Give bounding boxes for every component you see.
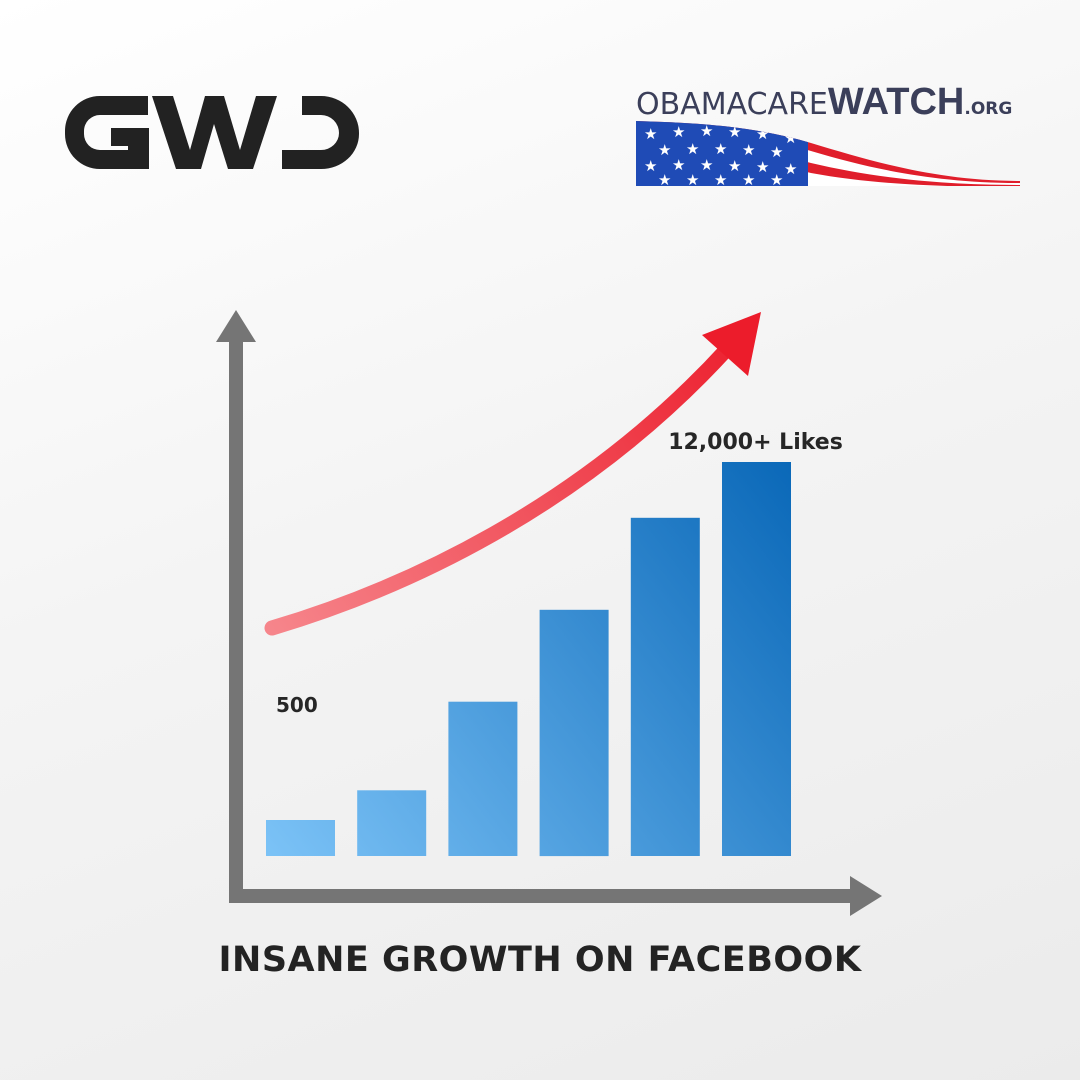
svg-text:★: ★ [742, 171, 755, 186]
data-labels: 500 12,000+ Likes [276, 430, 843, 717]
bar-5 [630, 517, 700, 856]
chart-axes [216, 310, 882, 916]
gwd-logo [65, 96, 359, 169]
trend-arrow [264, 312, 761, 636]
svg-text:★: ★ [686, 171, 699, 186]
svg-text:★: ★ [770, 171, 783, 186]
svg-text:★: ★ [686, 140, 699, 158]
bar-1 [266, 820, 335, 856]
svg-text:★: ★ [770, 143, 783, 161]
partner-wordmark: OBAMACAREWATCH.ORG [636, 81, 1013, 127]
partner-name-ext: .ORG [964, 99, 1013, 119]
svg-text:★: ★ [644, 125, 657, 143]
partner-name-bold: WATCH [827, 81, 965, 123]
svg-text:★: ★ [700, 156, 713, 174]
svg-text:★: ★ [700, 122, 713, 140]
flag-banner-icon: ★ ★ ★ ★ ★ ★ ★ ★ ★ ★ ★ ★ ★ ★ ★ ★ ★ ★ ★ ★ ★ ★ [636, 121, 1020, 186]
svg-text:★: ★ [756, 158, 769, 176]
svg-text:★: ★ [784, 160, 797, 178]
obamacare-watch-logo: OBAMACAREWATCH.ORG ★ ★ ★ ★ ★ ★ ★ ★ ★ ★ ★ ★ ★ ★ ★ ★ ★ ★… [636, 81, 1020, 186]
svg-text:★: ★ [728, 157, 741, 175]
svg-text:★: ★ [714, 171, 727, 186]
bar-4 [539, 609, 609, 857]
svg-text:★: ★ [742, 141, 755, 159]
trend-arrow-head [702, 312, 761, 376]
svg-text:★: ★ [672, 156, 685, 174]
bar-label-6: 12,000+ Likes [668, 430, 843, 455]
svg-text:★: ★ [658, 171, 671, 186]
y-axis-arrowhead [216, 310, 256, 342]
chart-title: INSANE GROWTH ON FACEBOOK [218, 940, 862, 980]
trend-arrow-shaft [264, 340, 736, 636]
bar-2 [357, 790, 427, 856]
svg-text:★: ★ [714, 140, 727, 158]
svg-text:★: ★ [644, 157, 657, 175]
bar-series [266, 462, 791, 857]
bar-6 [722, 462, 791, 856]
partner-name-light: OBAMACARE [636, 87, 828, 122]
bar-label-1: 500 [276, 693, 318, 717]
x-axis-arrowhead [850, 876, 882, 916]
svg-text:★: ★ [658, 141, 671, 159]
svg-text:★: ★ [672, 123, 685, 141]
bar-3 [448, 701, 518, 856]
